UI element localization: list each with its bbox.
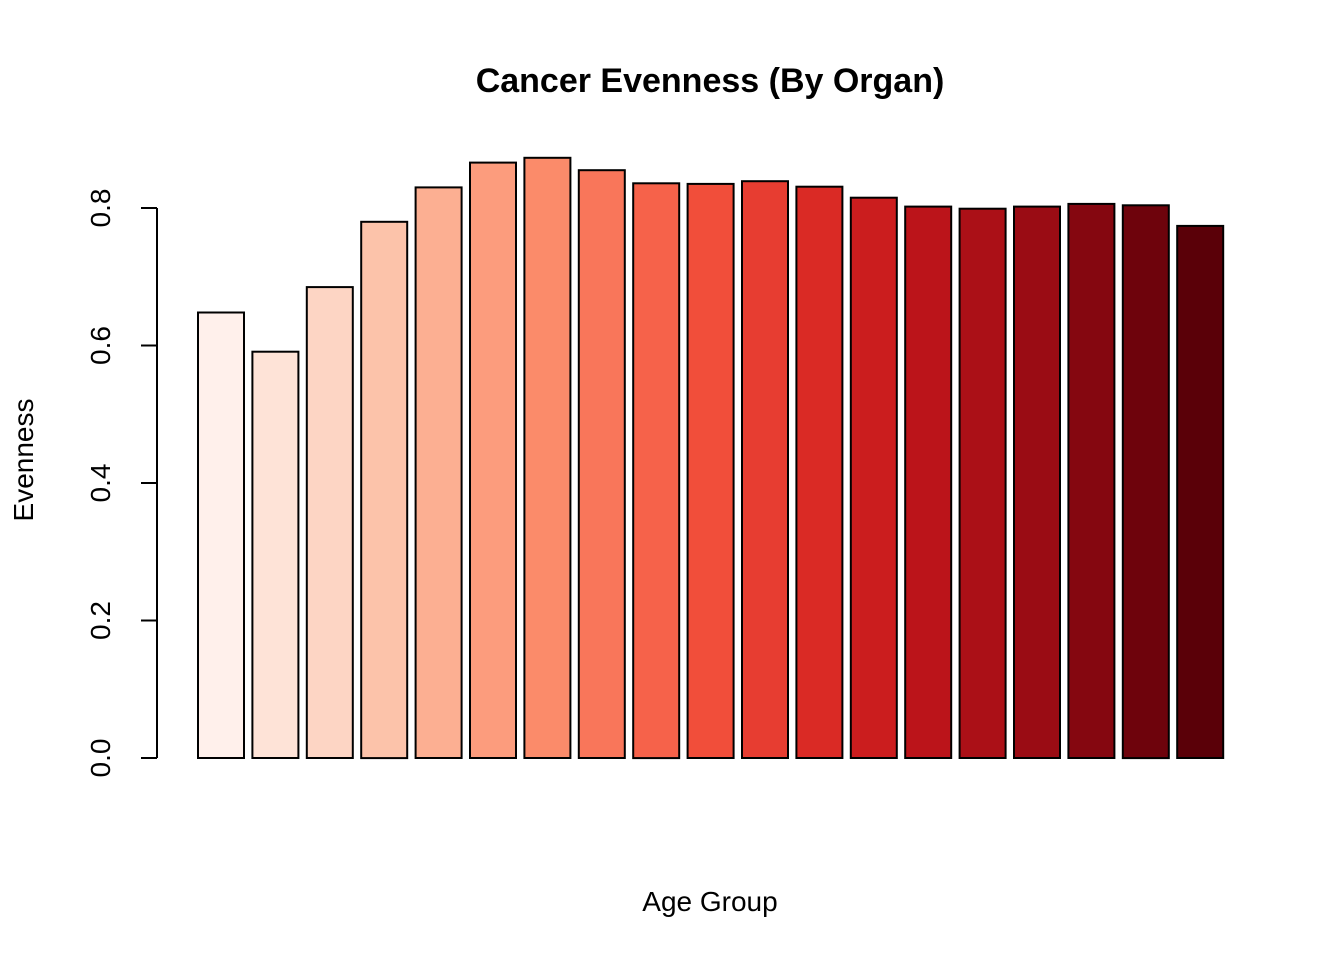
bar-4: [360, 220, 409, 760]
bar-11: [741, 180, 789, 759]
y-axis: 0.0 0.2 0.4 0.6 0.8: [85, 189, 158, 778]
bar-19: [1176, 224, 1225, 759]
bar-8: [577, 169, 626, 759]
bar-15: [958, 207, 1007, 759]
bar-18: [1121, 204, 1170, 760]
bar-3: [305, 286, 354, 759]
bar-16: [1013, 205, 1061, 760]
bar-17: [1067, 202, 1116, 759]
y-tick-label: 0.0: [85, 739, 116, 778]
bar-1: [197, 311, 245, 759]
bar-13: [849, 196, 898, 759]
chart-title: Cancer Evenness (By Organ): [476, 62, 945, 100]
bar-14: [904, 205, 953, 760]
y-tick-label: 0.8: [85, 189, 116, 228]
bar-12: [795, 185, 844, 759]
bar-7: [523, 156, 572, 760]
bar-9: [632, 182, 681, 760]
y-tick-label: 0.2: [85, 601, 116, 640]
x-axis-label: Age Group: [642, 886, 777, 917]
y-tick-label: 0.4: [85, 464, 116, 503]
bar-2: [251, 350, 300, 759]
bars-group: [197, 156, 1225, 760]
y-tick-label: 0.6: [85, 326, 116, 365]
bar-5: [414, 186, 463, 759]
y-axis-label: Evenness: [8, 399, 39, 522]
bar-6: [469, 161, 517, 760]
bar-10: [686, 182, 735, 759]
